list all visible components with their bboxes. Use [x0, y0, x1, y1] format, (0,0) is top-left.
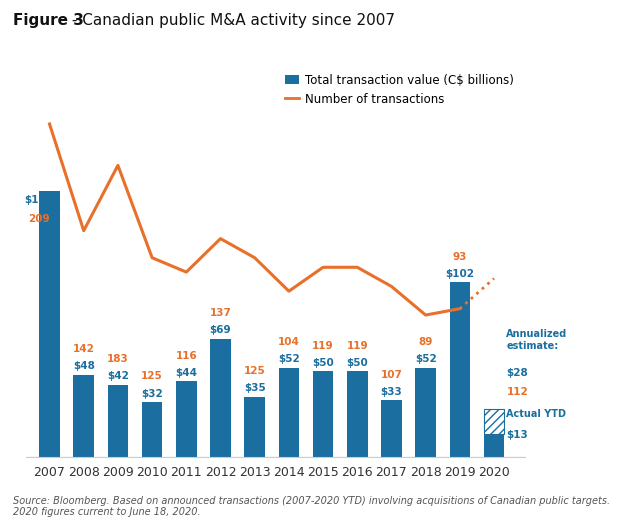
- Bar: [313, 371, 333, 457]
- Bar: [484, 435, 504, 457]
- Text: 89: 89: [419, 337, 433, 347]
- Bar: [142, 402, 163, 457]
- Text: Source: Bloomberg. Based on announced transactions (2007-2020 YTD) involving acq: Source: Bloomberg. Based on announced tr…: [13, 496, 610, 517]
- Text: $28: $28: [506, 368, 528, 378]
- Bar: [278, 368, 299, 457]
- Text: Annualized
estimate:: Annualized estimate:: [506, 329, 568, 351]
- Text: $44: $44: [175, 368, 197, 378]
- Text: 93: 93: [452, 251, 467, 261]
- Bar: [39, 192, 60, 457]
- Text: $52: $52: [415, 354, 436, 364]
- Text: $50: $50: [346, 358, 368, 368]
- Text: 209: 209: [28, 214, 49, 224]
- Text: $48: $48: [73, 361, 95, 371]
- Text: $50: $50: [312, 358, 334, 368]
- Text: 104: 104: [278, 337, 300, 347]
- Text: Actual YTD: Actual YTD: [506, 409, 566, 419]
- Bar: [381, 400, 402, 457]
- Bar: [74, 374, 94, 457]
- Bar: [347, 371, 367, 457]
- Bar: [244, 397, 265, 457]
- Text: 119: 119: [346, 341, 368, 351]
- Text: - Canadian public M&A activity since 2007: - Canadian public M&A activity since 200…: [67, 13, 396, 28]
- Bar: [449, 282, 470, 457]
- Text: 137: 137: [209, 308, 232, 318]
- Text: $32: $32: [141, 388, 163, 398]
- Text: 125: 125: [244, 366, 266, 376]
- Legend: Total transaction value (C$ billions), Number of transactions: Total transaction value (C$ billions), N…: [280, 69, 519, 110]
- Bar: [415, 368, 436, 457]
- Text: 119: 119: [312, 341, 334, 351]
- Text: $33: $33: [381, 387, 403, 397]
- Text: 112: 112: [506, 387, 528, 397]
- Text: $42: $42: [107, 371, 129, 382]
- Text: 107: 107: [381, 370, 403, 380]
- Bar: [176, 382, 196, 457]
- Text: 142: 142: [73, 344, 95, 354]
- Text: Figure 3: Figure 3: [13, 13, 84, 28]
- Text: $35: $35: [244, 383, 266, 393]
- Bar: [484, 409, 504, 435]
- Bar: [210, 339, 231, 457]
- Text: $102: $102: [445, 269, 474, 279]
- Text: 116: 116: [175, 351, 197, 361]
- Bar: [108, 385, 128, 457]
- Text: 183: 183: [107, 354, 129, 364]
- Text: $52: $52: [278, 354, 300, 364]
- Text: $13: $13: [506, 429, 528, 439]
- Text: $155: $155: [24, 195, 53, 205]
- Text: 125: 125: [141, 371, 163, 382]
- Text: $69: $69: [210, 325, 231, 335]
